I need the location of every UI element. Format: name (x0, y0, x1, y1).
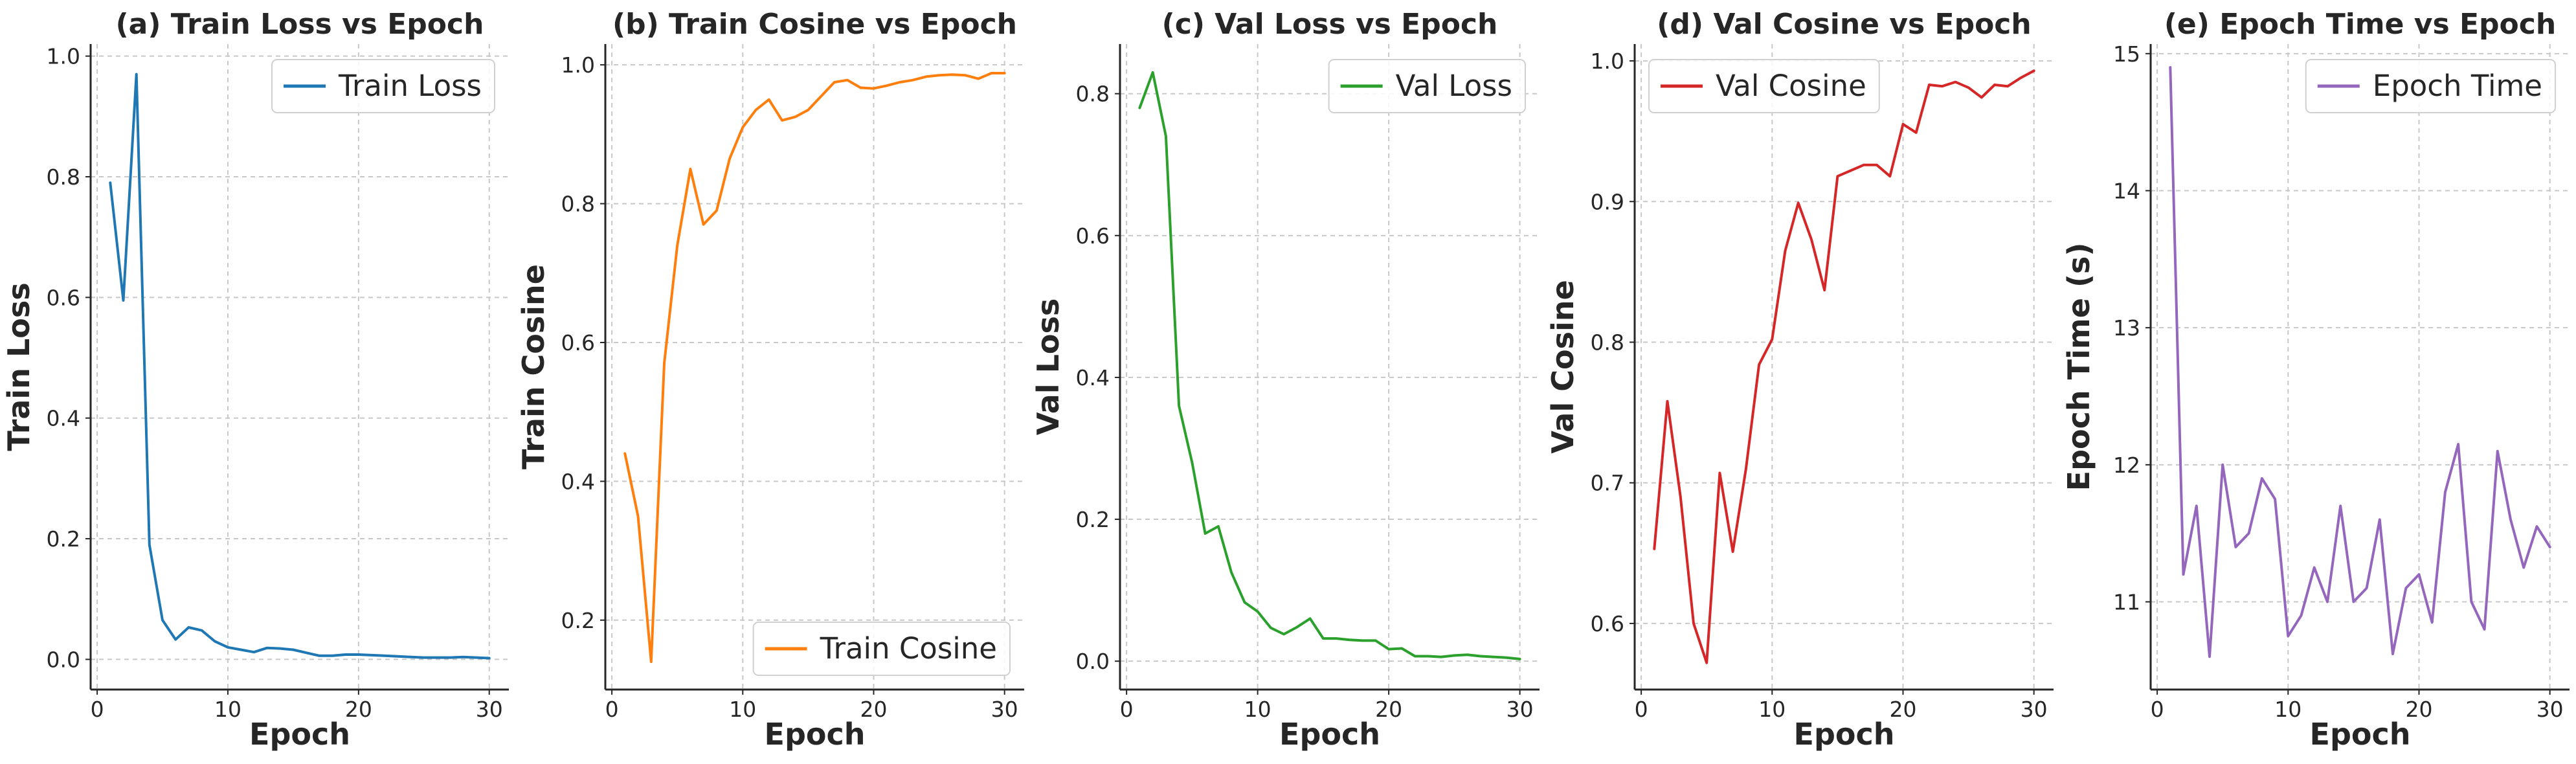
x-tick-label: 30 (1506, 697, 1534, 722)
y-tick-label: 0.2 (1076, 507, 1110, 532)
series-line (1138, 71, 1521, 660)
x-tick-label: 0 (1120, 697, 1134, 722)
x-tick-label: 10 (1758, 697, 1786, 722)
y-tick-label: 0.0 (47, 647, 80, 672)
x-tick-label: 0 (1635, 697, 1648, 722)
x-tick-label: 0 (2151, 697, 2164, 722)
chart-panel-3: 0.0 0.2 0.4 0.6 0.8 0 10 20 30 (c) Val Loss vs Ep… (1031, 8, 1540, 752)
x-tick-label: 20 (345, 697, 372, 722)
x-axis-label: Epoch (1279, 717, 1380, 752)
y-tick-label: 0.7 (1591, 471, 1624, 496)
y-axis-label: Train Cosine (516, 264, 551, 469)
x-tick-label: 20 (2405, 697, 2432, 722)
y-tick-label: 0.0 (1076, 649, 1110, 674)
y-tick-label: 1.0 (47, 44, 80, 69)
y-tick-label: 0.2 (47, 526, 80, 552)
x-tick-label: 10 (2274, 697, 2302, 722)
x-tick-label: 20 (1889, 697, 1916, 722)
chart-title: (a) Train Loss vs Epoch (116, 8, 484, 41)
legend: Train Loss (271, 59, 495, 113)
legend-box (1328, 59, 1526, 113)
chart-title: (d) Val Cosine vs Epoch (1657, 8, 2031, 41)
legend-label: Val Loss (1396, 69, 1512, 103)
chart-title: (c) Val Loss vs Epoch (1162, 8, 1498, 41)
y-tick-label: 0.6 (1076, 223, 1110, 249)
y-tick-label: 0.9 (1591, 189, 1624, 214)
x-tick-label: 10 (729, 697, 756, 722)
x-axis-label: Epoch (2310, 717, 2411, 752)
legend: Epoch Time (2305, 59, 2556, 113)
chart-title: (b) Train Cosine vs Epoch (612, 8, 1017, 41)
y-tick-label: 15 (2113, 41, 2140, 67)
x-axis-label: Epoch (249, 717, 350, 752)
y-axis-label: Epoch Time (s) (2061, 243, 2096, 491)
y-tick-label: 1.0 (1591, 49, 1624, 74)
series-line (109, 73, 491, 660)
y-axis-label: Val Loss (1031, 298, 1066, 436)
legend-box (2305, 59, 2556, 113)
legend-box (271, 59, 495, 113)
y-tick-label: 0.2 (561, 608, 595, 633)
y-tick-label: 0.4 (47, 406, 80, 431)
y-tick-label: 1.0 (561, 52, 595, 78)
y-tick-label: 0.4 (561, 469, 595, 494)
y-axis-label: Val Cosine (1545, 280, 1580, 453)
chart-title: (e) Epoch Time vs Epoch (2164, 8, 2556, 41)
y-tick-label: 12 (2113, 453, 2140, 478)
x-tick-label: 30 (991, 697, 1018, 722)
y-tick-label: 0.4 (1076, 365, 1110, 390)
legend-label: Train Cosine (820, 631, 997, 666)
legend-box (1648, 59, 1880, 113)
series-line (1653, 69, 2035, 664)
y-tick-label: 11 (2113, 590, 2140, 615)
legend-label: Val Cosine (1716, 69, 1866, 103)
series-line (2169, 66, 2551, 658)
legend-label: Epoch Time (2373, 69, 2542, 103)
x-tick-label: 10 (214, 697, 241, 722)
y-tick-label: 0.8 (47, 164, 80, 190)
x-axis-label: Epoch (1794, 717, 1895, 752)
y-tick-label: 14 (2113, 178, 2140, 203)
x-tick-label: 0 (605, 697, 619, 722)
x-tick-label: 30 (2021, 697, 2048, 722)
y-axis-label: Train Loss (1, 282, 36, 451)
legend: Val Cosine (1648, 59, 1880, 113)
y-tick-label: 0.6 (47, 285, 80, 310)
chart-panel-5: 11 12 13 14 15 0 10 20 30 (e) Epoch Time vs Epoch… (2061, 8, 2570, 752)
x-axis-label: Epoch (765, 717, 866, 752)
chart-panel-2: 0.2 0.4 0.6 0.8 1.0 0 10 20 30 (b) Train Cosine v… (516, 8, 1024, 752)
legend: Train Cosine (752, 622, 1011, 676)
y-tick-label: 0.8 (1076, 82, 1110, 107)
x-tick-label: 10 (1244, 697, 1271, 722)
y-tick-label: 0.8 (561, 192, 595, 217)
x-tick-label: 0 (91, 697, 104, 722)
y-tick-label: 0.6 (561, 330, 595, 355)
x-tick-label: 20 (1375, 697, 1402, 722)
legend-box (752, 622, 1011, 676)
chart-panel-1: 0.0 0.2 0.4 0.6 0.8 1.0 0 10 20 30 (a) Train Loss … (1, 8, 509, 752)
x-tick-label: 20 (860, 697, 887, 722)
y-tick-label: 0.8 (1591, 330, 1624, 355)
series-line (623, 72, 1006, 664)
y-tick-label: 13 (2113, 315, 2140, 341)
legend: Val Loss (1328, 59, 1526, 113)
legend-label: Train Loss (338, 69, 482, 103)
y-tick-label: 0.6 (1591, 611, 1624, 636)
chart-panel-4: 0.6 0.7 0.8 0.9 1.0 0 10 20 30 (d) Val Cosine vs … (1545, 8, 2054, 752)
x-tick-label: 30 (2537, 697, 2564, 722)
x-tick-label: 30 (476, 697, 503, 722)
